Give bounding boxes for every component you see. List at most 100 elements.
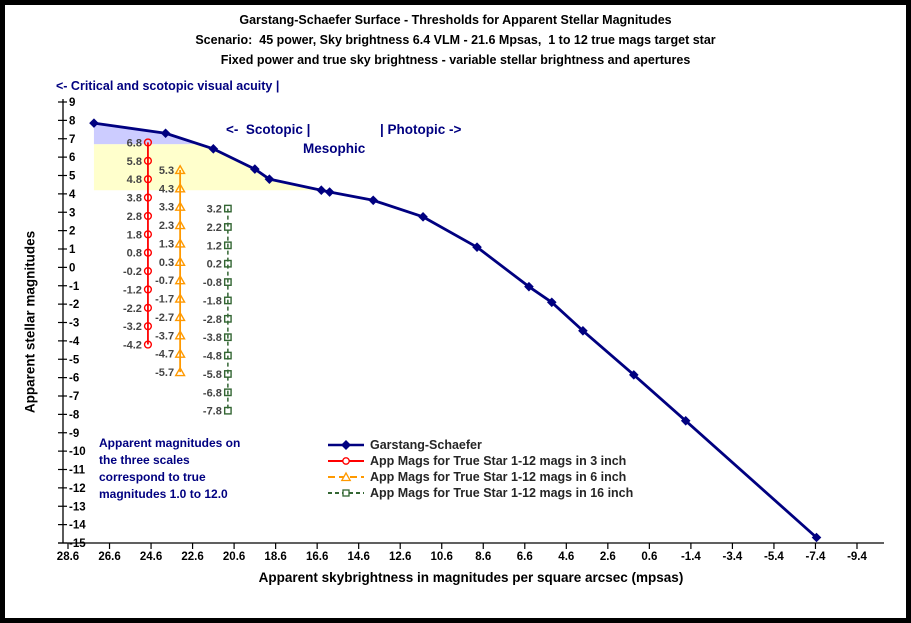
data-label-app-mags-for-true-star-1-12-mags-in-6-inch: -0.7 bbox=[155, 275, 174, 287]
data-label-app-mags-for-true-star-1-12-mags-in-3-inch: 5.8 bbox=[127, 156, 142, 168]
data-label-app-mags-for-true-star-1-12-mags-in-3-inch: 6.8 bbox=[127, 137, 142, 149]
data-label-app-mags-for-true-star-1-12-mags-in-16-inch: -7.8 bbox=[203, 406, 222, 418]
marker-circle bbox=[143, 156, 153, 165]
series-line-garstang-schaefer bbox=[93, 121, 818, 539]
legend: Garstang-Schaefer App Mags for True Star… bbox=[327, 437, 633, 501]
y-tick-label: -8 bbox=[69, 409, 80, 421]
y-tick-label: -9 bbox=[69, 428, 79, 440]
x-tick-label: 12.6 bbox=[389, 551, 411, 563]
y-tick-label: 6 bbox=[69, 152, 75, 164]
y-tick-label: -3 bbox=[69, 318, 79, 330]
marker-diamond bbox=[368, 195, 379, 206]
marker-circle bbox=[143, 211, 153, 221]
y-tick-label: 8 bbox=[69, 115, 76, 127]
marker-diamond bbox=[316, 185, 327, 195]
x-tick-label: -9.4 bbox=[847, 551, 867, 563]
marker-diamond bbox=[578, 325, 588, 336]
legend-label: App Mags for True Star 1-12 mags in 16 i… bbox=[370, 486, 634, 500]
y-tick-label: 7 bbox=[69, 134, 75, 146]
x-tick-label: 2.6 bbox=[600, 551, 616, 563]
marker-diamond bbox=[811, 532, 822, 543]
marker-diamond bbox=[546, 297, 557, 308]
data-label-app-mags-for-true-star-1-12-mags-in-16-inch: 3.2 bbox=[207, 204, 222, 216]
y-tick-label: 4 bbox=[69, 189, 76, 201]
data-label-app-mags-for-true-star-1-12-mags-in-6-inch: -4.7 bbox=[155, 349, 174, 361]
data-label-app-mags-for-true-star-1-12-mags-in-16-inch: 1.2 bbox=[207, 240, 222, 252]
x-tick-label: 0.6 bbox=[641, 551, 657, 563]
marker-triangle bbox=[174, 366, 186, 377]
legend-key-green-square-icon bbox=[328, 489, 364, 497]
data-label-app-mags-for-true-star-1-12-mags-in-3-inch: 1.8 bbox=[127, 229, 142, 241]
marker-square bbox=[223, 259, 232, 268]
marker-square bbox=[223, 388, 232, 397]
data-label-app-mags-for-true-star-1-12-mags-in-3-inch: 3.8 bbox=[127, 193, 142, 205]
marker-circle bbox=[143, 230, 153, 239]
marker-diamond bbox=[524, 281, 534, 292]
marker-square bbox=[223, 296, 232, 305]
marker-square bbox=[223, 241, 232, 250]
x-tick-label: 10.6 bbox=[431, 551, 453, 563]
marker-triangle bbox=[174, 182, 186, 193]
data-label-app-mags-for-true-star-1-12-mags-in-16-inch: -6.8 bbox=[203, 387, 222, 399]
legend-key-orange-triangle-icon bbox=[328, 471, 364, 482]
marker-circle bbox=[143, 266, 153, 276]
legend-item-16-inch: App Mags for True Star 1-12 mags in 16 i… bbox=[327, 485, 633, 501]
data-label-app-mags-for-true-star-1-12-mags-in-16-inch: -3.8 bbox=[203, 332, 222, 344]
data-label-app-mags-for-true-star-1-12-mags-in-6-inch: -3.7 bbox=[155, 330, 174, 342]
data-label-app-mags-for-true-star-1-12-mags-in-3-inch: -1.2 bbox=[123, 284, 142, 296]
y-tick-label: 1 bbox=[69, 244, 76, 256]
data-label-app-mags-for-true-star-1-12-mags-in-6-inch: 0.3 bbox=[159, 257, 174, 269]
marker-diamond bbox=[208, 144, 219, 154]
marker-diamond bbox=[680, 416, 691, 426]
marker-triangle bbox=[174, 348, 186, 358]
x-tick-label: 16.6 bbox=[306, 551, 328, 563]
data-label-app-mags-for-true-star-1-12-mags-in-16-inch: -4.8 bbox=[203, 351, 222, 363]
legend-item-garstang-schaefer: Garstang-Schaefer bbox=[327, 437, 633, 453]
marker-triangle bbox=[174, 164, 186, 175]
data-label-app-mags-for-true-star-1-12-mags-in-6-inch: 4.3 bbox=[159, 183, 174, 195]
marker-circle bbox=[143, 175, 153, 184]
legend-label: App Mags for True Star 1-12 mags in 6 in… bbox=[370, 470, 627, 484]
data-label-app-mags-for-true-star-1-12-mags-in-16-inch: -5.8 bbox=[203, 369, 222, 381]
marker-square bbox=[223, 406, 232, 415]
marker-square bbox=[223, 278, 232, 286]
marker-circle bbox=[143, 303, 153, 312]
marker-triangle bbox=[174, 329, 186, 340]
x-axis-title: Apparent skybrightness in magnitudes per… bbox=[258, 570, 684, 585]
data-label-app-mags-for-true-star-1-12-mags-in-16-inch: -2.8 bbox=[203, 314, 222, 326]
data-label-app-mags-for-true-star-1-12-mags-in-6-inch: 5.3 bbox=[159, 165, 174, 177]
data-label-app-mags-for-true-star-1-12-mags-in-3-inch: -2.2 bbox=[123, 303, 142, 315]
chart-title: Garstang-Schaefer Surface - Thresholds f… bbox=[239, 13, 672, 27]
y-tick-label: 3 bbox=[69, 207, 75, 219]
x-tick-label: 8.6 bbox=[475, 551, 491, 563]
data-label-app-mags-for-true-star-1-12-mags-in-16-inch: -1.8 bbox=[203, 295, 222, 307]
marker-square bbox=[223, 370, 232, 378]
marker-triangle bbox=[174, 237, 186, 248]
marker-circle bbox=[143, 193, 153, 202]
x-tick-label: 24.6 bbox=[140, 551, 162, 563]
x-tick-label: 14.6 bbox=[347, 551, 369, 563]
legend-item-3-inch: App Mags for True Star 1-12 mags in 3 in… bbox=[327, 453, 633, 469]
marker-diamond bbox=[250, 164, 260, 174]
y-tick-label: -4 bbox=[69, 336, 80, 348]
x-tick-label: 28.6 bbox=[57, 551, 79, 563]
marker-circle bbox=[143, 285, 153, 294]
data-label-app-mags-for-true-star-1-12-mags-in-3-inch: -3.2 bbox=[123, 321, 142, 333]
legend-key-navy-diamond-icon bbox=[328, 440, 364, 450]
marker-triangle bbox=[174, 201, 186, 211]
data-label-app-mags-for-true-star-1-12-mags-in-16-inch: -0.8 bbox=[203, 277, 222, 289]
data-label-app-mags-for-true-star-1-12-mags-in-3-inch: -4.2 bbox=[123, 340, 142, 352]
y-tick-label: -10 bbox=[69, 446, 86, 458]
y-tick-label: -7 bbox=[69, 391, 79, 403]
y-axis-title: Apparent stellar magnitudes bbox=[22, 230, 38, 414]
marker-triangle bbox=[174, 274, 186, 285]
x-tick-label: 18.6 bbox=[264, 551, 286, 563]
data-label-app-mags-for-true-star-1-12-mags-in-16-inch: 0.2 bbox=[207, 259, 222, 271]
legend-key-red-circle-icon bbox=[328, 457, 364, 465]
x-tick-label: -7.4 bbox=[806, 551, 826, 563]
y-tick-label: -2 bbox=[69, 299, 79, 311]
marker-diamond bbox=[472, 242, 482, 252]
y-tick-label: -5 bbox=[69, 354, 80, 366]
y-tick-label: -1 bbox=[69, 281, 80, 293]
